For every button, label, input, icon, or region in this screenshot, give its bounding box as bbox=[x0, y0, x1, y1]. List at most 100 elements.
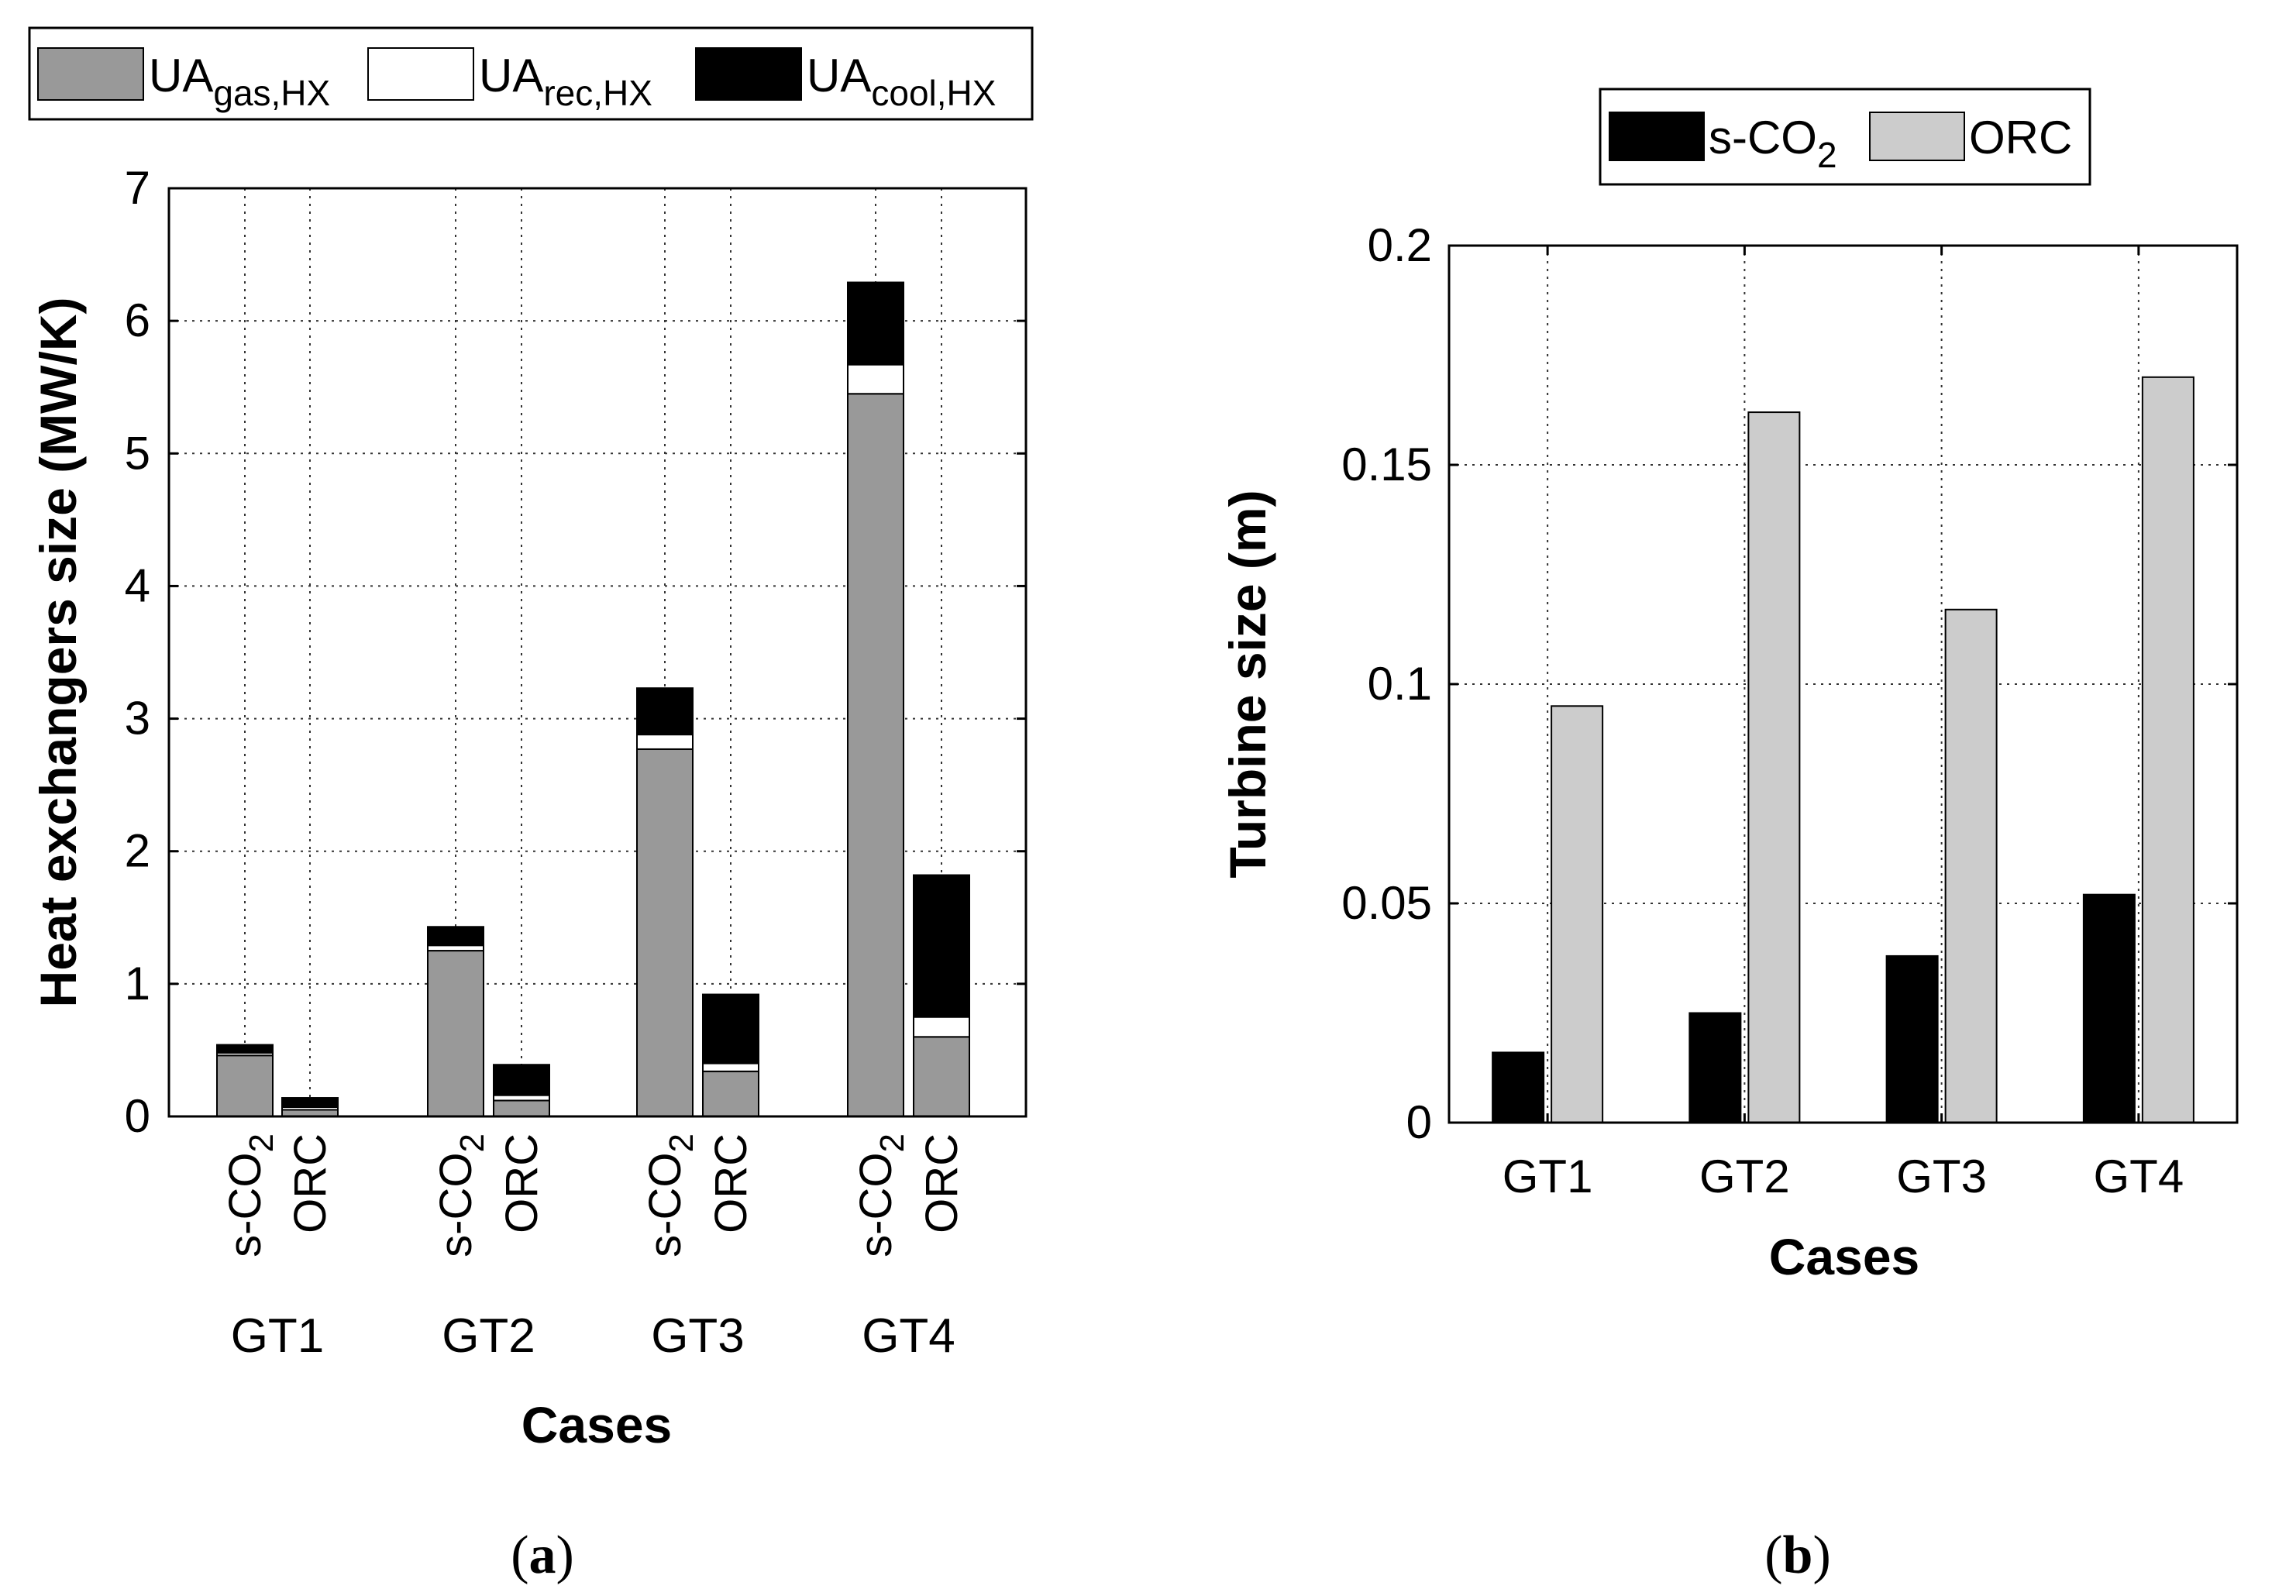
y-tick-label: 0.2 bbox=[1368, 219, 1432, 271]
group-label-GT2: GT2 bbox=[442, 1309, 535, 1363]
bar-GT4-sco2 bbox=[847, 281, 904, 1117]
bar-GT2-orc bbox=[1747, 411, 1801, 1123]
bar-GT2-sco2 bbox=[1688, 1012, 1742, 1123]
legend-swatch-gas bbox=[37, 47, 144, 101]
legend-label-rec: UArec,HX bbox=[479, 50, 652, 113]
bar-segment-rec bbox=[702, 1062, 759, 1072]
bar-GT3-orc bbox=[1944, 608, 1998, 1123]
x-bar-label-orc: ORC bbox=[497, 1133, 547, 1233]
y-ticks-a: 0 1 2 3 4 5 6 7 bbox=[125, 162, 1026, 1142]
legend-item-cool: UAcool,HX bbox=[695, 47, 996, 113]
y-ticks-b: 0 0.05 0.1 0.15 0.2 bbox=[1341, 219, 2237, 1148]
y-tick-label: 2 bbox=[125, 825, 150, 877]
legend-swatch-rec bbox=[367, 47, 474, 101]
bar-segment-gas bbox=[636, 748, 694, 1117]
legend-item-gas: UAgas,HX bbox=[37, 47, 330, 113]
x-bar-label-orc: ORC bbox=[917, 1133, 967, 1233]
y-tick-label: 1 bbox=[125, 958, 150, 1010]
group-label-GT1: GT1 bbox=[231, 1309, 325, 1363]
bar-GT3-orc bbox=[702, 993, 759, 1117]
bar-GT3-sco2 bbox=[636, 687, 694, 1117]
bars-b bbox=[1492, 376, 2194, 1124]
bar-segment-cool bbox=[913, 874, 970, 1018]
y-tick-label: 5 bbox=[125, 427, 150, 479]
caption-a: (a) bbox=[511, 1525, 574, 1585]
group-label-GT3: GT3 bbox=[651, 1309, 745, 1363]
bar-segment-rec bbox=[427, 944, 484, 952]
y-tick-label: 0.15 bbox=[1341, 439, 1432, 490]
y-tick-label: 0.05 bbox=[1341, 877, 1432, 929]
x-axis-label-a: Cases bbox=[522, 1396, 673, 1453]
y-tick-label: 3 bbox=[125, 693, 150, 745]
legend-swatch-sco2 bbox=[1609, 112, 1705, 161]
y-tick-label: 0.1 bbox=[1368, 658, 1432, 710]
bar-segment-rec bbox=[847, 363, 904, 395]
x-bar-label-orc: ORC bbox=[285, 1133, 336, 1233]
bar-segment-gas bbox=[216, 1054, 274, 1118]
bar-GT4-sco2 bbox=[2082, 893, 2136, 1124]
x-ticks-b: GT1 GT2 GT3 GT4 bbox=[1503, 246, 2184, 1202]
x-bar-label-sco2: s-CO2 bbox=[431, 1133, 491, 1257]
bar-segment-gas bbox=[702, 1070, 759, 1117]
legend-label-sco2: s-CO2 bbox=[1709, 112, 1837, 175]
bar-GT1-orc bbox=[281, 1097, 339, 1118]
y-tick-label: 0 bbox=[125, 1090, 150, 1142]
bar-GT2-orc bbox=[493, 1064, 550, 1118]
bar-GT1-orc bbox=[1551, 705, 1604, 1123]
y-tick-label: 4 bbox=[125, 559, 150, 611]
legend-swatch-cool bbox=[695, 47, 802, 101]
legend-item-sco2: s-CO2 bbox=[1609, 112, 1837, 175]
bar-segment-rec bbox=[636, 734, 694, 750]
group-labels-a: GT1 GT2 GT3 GT4 bbox=[231, 1309, 955, 1363]
bar-GT4-orc bbox=[913, 874, 970, 1118]
bars-a bbox=[216, 281, 970, 1118]
chart-a: UAgas,HX UArec,HX UAcool,HX 0 1 2 3 4 5 6 7 s-CO2… bbox=[28, 26, 1034, 1585]
bar-segment-cool bbox=[427, 926, 484, 947]
legend-label-gas: UAgas,HX bbox=[149, 50, 330, 113]
bar-segment-rec bbox=[913, 1016, 970, 1038]
group-label-GT4: GT4 bbox=[862, 1309, 955, 1363]
x-bar-label-orc: ORC bbox=[706, 1133, 756, 1233]
x-tick-label-GT2: GT2 bbox=[1699, 1151, 1790, 1202]
bar-segment-cool bbox=[636, 687, 694, 736]
bar-segment-gas bbox=[847, 393, 904, 1117]
x-bar-labels-a: s-CO2 ORC s-CO2 ORC s-CO2 ORC s-CO2 ORC bbox=[220, 1133, 967, 1257]
legend-label-orc: ORC bbox=[1969, 112, 2072, 163]
bar-segment-gas bbox=[913, 1036, 970, 1118]
x-axis-label-b: Cases bbox=[1769, 1228, 1920, 1285]
bar-GT1-sco2 bbox=[1492, 1051, 1545, 1123]
axes-box-a bbox=[167, 187, 1028, 1118]
legend-a: UAgas,HX UArec,HX UAcool,HX bbox=[28, 26, 1034, 121]
legend-label-cool: UAcool,HX bbox=[807, 50, 996, 113]
bar-GT2-sco2 bbox=[427, 926, 484, 1117]
x-tick-label-GT3: GT3 bbox=[1896, 1151, 1987, 1202]
x-tick-label-GT4: GT4 bbox=[2094, 1151, 2184, 1202]
bar-segment-gas bbox=[493, 1099, 550, 1118]
bar-segment-gas bbox=[427, 950, 484, 1117]
bar-segment-cool bbox=[281, 1097, 339, 1109]
chart-b: s-CO2 ORC 0 0.05 0.1 0.15 0.2 GT1 GT2 GT3 GT4 Tu… bbox=[1219, 88, 2239, 1585]
bar-segment-cool bbox=[493, 1064, 550, 1096]
x-tick-label-GT1: GT1 bbox=[1503, 1151, 1593, 1202]
y-tick-label: 6 bbox=[125, 294, 150, 346]
bar-segment-cool bbox=[702, 993, 759, 1065]
y-tick-label: 0 bbox=[1406, 1096, 1432, 1148]
caption-b: (b) bbox=[1764, 1525, 1831, 1585]
y-tick-label: 7 bbox=[125, 162, 150, 214]
legend-item-orc: ORC bbox=[1869, 112, 2072, 163]
x-bar-label-sco2: s-CO2 bbox=[640, 1133, 701, 1257]
bar-GT4-orc bbox=[2141, 376, 2194, 1123]
legend-item-rec: UArec,HX bbox=[367, 47, 652, 113]
legend-swatch-orc bbox=[1869, 112, 1965, 161]
y-axis-label-a: Heat exchangers size (MW/K) bbox=[29, 298, 87, 1008]
bar-segment-cool bbox=[847, 281, 904, 366]
x-bar-label-sco2: s-CO2 bbox=[851, 1133, 911, 1257]
x-bar-label-sco2: s-CO2 bbox=[220, 1133, 281, 1257]
bar-GT1-sco2 bbox=[216, 1044, 274, 1118]
legend-b: s-CO2 ORC bbox=[1599, 88, 2091, 186]
bar-segment-rec bbox=[493, 1094, 550, 1102]
y-axis-label-b: Turbine size (m) bbox=[1219, 490, 1276, 878]
bar-segment-cool bbox=[216, 1044, 274, 1054]
bar-GT3-sco2 bbox=[1885, 955, 1939, 1124]
